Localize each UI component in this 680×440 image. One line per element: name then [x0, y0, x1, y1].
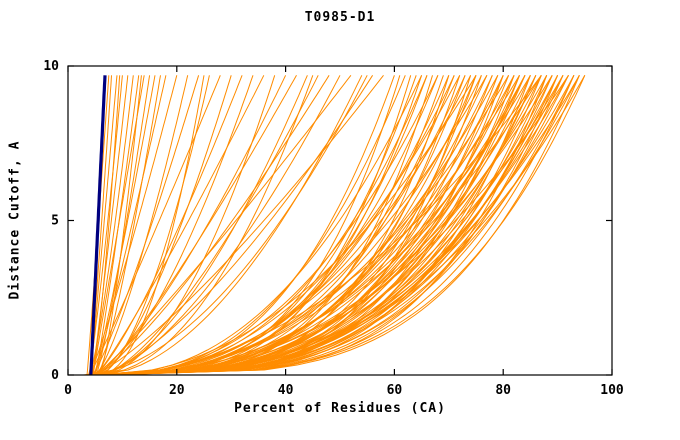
x-tick-label: 0 — [64, 383, 72, 398]
model-curve — [97, 75, 210, 376]
model-curve — [98, 75, 526, 376]
model-curve — [83, 75, 428, 376]
reference-curve — [89, 75, 107, 376]
model-curve — [104, 75, 542, 376]
model-curve — [101, 75, 319, 376]
model-curve — [95, 75, 548, 376]
model-curve — [96, 75, 314, 376]
x-tick-label: 60 — [387, 383, 403, 398]
model-curve — [102, 75, 569, 376]
model-curve — [98, 75, 341, 376]
model-curve — [92, 75, 412, 376]
model-curve — [105, 75, 477, 376]
model-curve — [90, 75, 118, 376]
model-curve — [102, 75, 444, 376]
model-curve — [97, 75, 161, 376]
model-curve — [93, 75, 488, 376]
model-curve — [95, 75, 265, 376]
model-curve — [93, 75, 330, 376]
model-curve — [108, 75, 575, 376]
model-curve — [89, 75, 178, 376]
model-curve — [102, 75, 542, 376]
model-curve — [100, 75, 406, 376]
x-tick-label: 20 — [169, 383, 185, 398]
model-curve — [91, 75, 466, 376]
y-tick-label: 0 — [51, 368, 59, 383]
model-curve — [110, 75, 548, 376]
model-curve — [103, 75, 461, 376]
model-curve — [103, 75, 423, 376]
model-curve — [99, 75, 542, 376]
model-curve — [97, 75, 466, 376]
model-curve — [94, 75, 515, 376]
x-axis-label: Percent of Residues (CA) — [234, 401, 446, 416]
model-curve — [90, 75, 121, 376]
model-curve — [108, 75, 559, 376]
model-curve — [97, 75, 553, 376]
model-curve — [89, 75, 134, 376]
model-curve — [89, 75, 395, 376]
model-curve — [85, 75, 526, 376]
model-curve — [94, 75, 189, 376]
model-curve — [91, 75, 531, 376]
model-curve — [110, 75, 580, 376]
model-curve — [92, 75, 200, 376]
model-curve — [95, 75, 499, 376]
model-curve — [103, 75, 531, 376]
x-tick-label: 100 — [600, 383, 624, 398]
chart-title: T0985-D1 — [304, 10, 376, 25]
model-curve — [97, 75, 297, 376]
model-curve — [100, 75, 232, 376]
model-curve — [99, 75, 205, 376]
model-curve — [93, 75, 254, 376]
model-curve — [95, 75, 428, 376]
model-curve — [97, 75, 569, 376]
model-curve — [92, 74, 384, 376]
model-curve — [93, 75, 156, 376]
model-curve — [94, 74, 352, 376]
model-curve — [101, 75, 580, 376]
y-tick-label: 10 — [43, 59, 59, 74]
model-curve — [98, 75, 477, 376]
model-curve — [100, 75, 575, 376]
model-curve — [100, 75, 548, 376]
model-curve — [89, 75, 423, 376]
model-curve — [99, 75, 564, 376]
model-curve — [89, 75, 221, 376]
x-tick-label: 80 — [495, 383, 511, 398]
model-curve — [92, 75, 129, 376]
x-tick-label: 40 — [278, 383, 294, 398]
model-curve — [86, 75, 559, 376]
model-curve — [99, 75, 461, 376]
model-curve — [100, 75, 276, 376]
model-curve — [88, 75, 123, 376]
model-curve — [92, 75, 287, 376]
model-curve — [106, 75, 510, 376]
model-curve — [94, 75, 167, 376]
model-curve — [99, 75, 142, 376]
model-curve — [98, 75, 580, 376]
model-curve — [100, 75, 363, 376]
model-curve — [110, 75, 569, 376]
model-curve — [84, 75, 368, 376]
y-tick-label: 5 — [51, 214, 59, 229]
